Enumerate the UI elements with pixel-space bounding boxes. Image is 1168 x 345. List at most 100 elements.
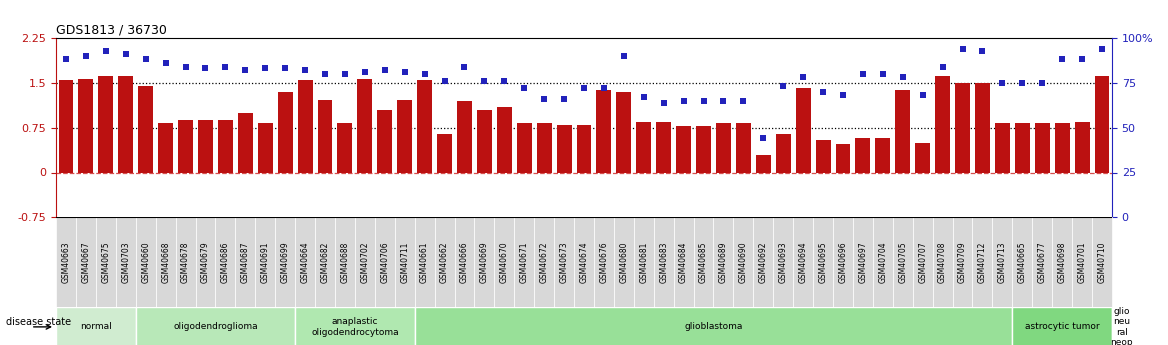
Point bbox=[515, 86, 534, 91]
Bar bbox=[454, 217, 474, 307]
Text: GSM40677: GSM40677 bbox=[1037, 241, 1047, 283]
Bar bbox=[975, 83, 990, 172]
Bar bbox=[238, 113, 252, 172]
Text: GSM40679: GSM40679 bbox=[201, 241, 210, 283]
Bar bbox=[315, 217, 335, 307]
Bar bbox=[936, 76, 950, 172]
Bar bbox=[654, 217, 674, 307]
Bar bbox=[614, 217, 634, 307]
Text: GSM40669: GSM40669 bbox=[480, 241, 489, 283]
Text: GSM40710: GSM40710 bbox=[1098, 241, 1106, 283]
Text: GSM40670: GSM40670 bbox=[500, 241, 509, 283]
Bar bbox=[953, 217, 973, 307]
Text: GSM40672: GSM40672 bbox=[540, 241, 549, 283]
Point bbox=[176, 64, 195, 69]
Point bbox=[495, 78, 514, 84]
Point bbox=[216, 64, 235, 69]
Bar bbox=[756, 155, 771, 172]
Text: glioblastoma: glioblastoma bbox=[684, 322, 743, 332]
Bar bbox=[494, 217, 514, 307]
Bar bbox=[793, 217, 813, 307]
Bar bbox=[457, 101, 472, 172]
Point bbox=[774, 83, 793, 89]
Point bbox=[256, 66, 274, 71]
Bar bbox=[357, 79, 373, 172]
Point bbox=[634, 95, 653, 100]
Bar bbox=[278, 92, 293, 172]
Text: GSM40698: GSM40698 bbox=[1058, 241, 1066, 283]
Bar bbox=[674, 217, 694, 307]
Point bbox=[694, 98, 712, 104]
Text: GSM40673: GSM40673 bbox=[559, 241, 569, 283]
Bar bbox=[415, 307, 1013, 345]
Point bbox=[894, 75, 912, 80]
Text: GSM40689: GSM40689 bbox=[719, 241, 728, 283]
Bar bbox=[56, 307, 135, 345]
Bar bbox=[415, 217, 434, 307]
Point bbox=[535, 96, 554, 102]
Text: GSM40667: GSM40667 bbox=[82, 241, 90, 283]
Text: GSM40704: GSM40704 bbox=[878, 241, 888, 283]
Bar bbox=[58, 80, 74, 172]
Bar bbox=[178, 120, 193, 172]
Bar bbox=[155, 217, 175, 307]
Text: GSM40691: GSM40691 bbox=[260, 241, 270, 283]
Text: GSM40664: GSM40664 bbox=[300, 241, 310, 283]
Point bbox=[157, 60, 175, 66]
Point bbox=[315, 71, 334, 77]
Text: GSM40668: GSM40668 bbox=[161, 241, 171, 283]
Bar bbox=[617, 92, 632, 172]
Text: GSM40696: GSM40696 bbox=[839, 241, 848, 283]
Text: GSM40706: GSM40706 bbox=[381, 241, 389, 283]
Bar bbox=[896, 90, 910, 172]
Bar bbox=[135, 307, 296, 345]
Text: GSM40697: GSM40697 bbox=[858, 241, 868, 283]
Point bbox=[814, 89, 833, 95]
Bar bbox=[932, 217, 953, 307]
Point bbox=[117, 51, 135, 57]
Text: GSM40686: GSM40686 bbox=[221, 241, 230, 283]
Text: GSM40692: GSM40692 bbox=[759, 241, 767, 283]
Text: GSM40690: GSM40690 bbox=[739, 241, 748, 283]
Point bbox=[973, 48, 992, 53]
Bar bbox=[477, 110, 492, 172]
Bar bbox=[736, 124, 751, 172]
Bar bbox=[916, 142, 930, 172]
Text: GSM40680: GSM40680 bbox=[619, 241, 628, 283]
Bar bbox=[135, 217, 155, 307]
Bar bbox=[557, 125, 571, 172]
Bar bbox=[377, 110, 392, 172]
Bar bbox=[714, 217, 734, 307]
Text: GSM40683: GSM40683 bbox=[659, 241, 668, 283]
Bar bbox=[1052, 217, 1072, 307]
Point bbox=[794, 75, 813, 80]
Text: GDS1813 / 36730: GDS1813 / 36730 bbox=[56, 24, 167, 37]
Bar bbox=[634, 217, 654, 307]
Point bbox=[97, 48, 116, 53]
Point bbox=[395, 69, 413, 75]
Text: oligodendroglioma: oligodendroglioma bbox=[173, 322, 258, 332]
Text: GSM40687: GSM40687 bbox=[241, 241, 250, 283]
Point bbox=[436, 78, 454, 84]
Text: GSM40685: GSM40685 bbox=[698, 241, 708, 283]
Point bbox=[834, 92, 853, 98]
Bar bbox=[875, 138, 890, 172]
Point bbox=[1052, 57, 1071, 62]
Bar bbox=[1015, 124, 1030, 172]
Bar bbox=[993, 217, 1013, 307]
Bar bbox=[338, 123, 353, 172]
Bar bbox=[296, 217, 315, 307]
Bar bbox=[375, 217, 395, 307]
Bar bbox=[776, 134, 791, 172]
Text: GSM40660: GSM40660 bbox=[141, 241, 151, 283]
Text: GSM40707: GSM40707 bbox=[918, 241, 927, 283]
Text: GSM40666: GSM40666 bbox=[460, 241, 470, 283]
Text: anaplastic
oligodendrocytoma: anaplastic oligodendrocytoma bbox=[311, 317, 398, 337]
Point bbox=[475, 78, 494, 84]
Point bbox=[416, 71, 434, 77]
Bar bbox=[98, 76, 113, 172]
Text: GSM40661: GSM40661 bbox=[420, 241, 429, 283]
Bar bbox=[335, 217, 355, 307]
Bar bbox=[195, 217, 215, 307]
Text: GSM40705: GSM40705 bbox=[898, 241, 908, 283]
